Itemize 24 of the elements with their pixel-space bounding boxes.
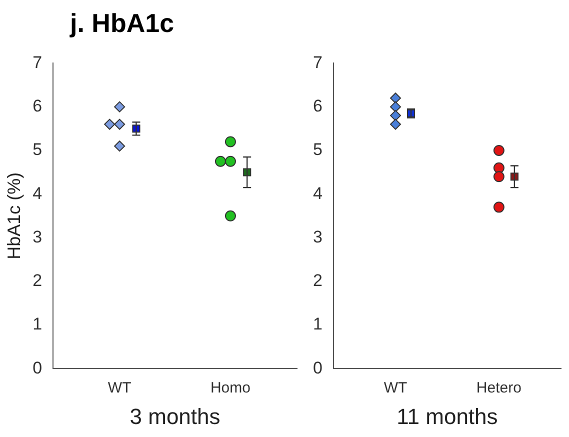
y-tick-label: 4: [32, 184, 42, 203]
x-tick-label: WT: [108, 380, 132, 397]
y-axis-title: HbA1c (%): [4, 172, 24, 260]
y-tick-label: 7: [312, 52, 322, 72]
y-tick-label: 6: [312, 96, 322, 116]
x-axis-title: 3 months: [130, 404, 220, 429]
x-axis-title: 11 months: [396, 404, 498, 429]
x-tick-label: WT: [384, 380, 408, 397]
x-tick-label: Homo: [210, 380, 250, 397]
y-tick-label: 2: [312, 271, 322, 290]
y-tick-label: 6: [32, 96, 42, 116]
y-tick-label: 5: [312, 140, 322, 160]
y-tick-label: 2: [32, 271, 42, 290]
y-tick-label: 1: [32, 314, 42, 334]
y-tick-label: 0: [312, 358, 322, 378]
y-tick-label: 0: [32, 358, 42, 378]
y-tick-label: 5: [32, 140, 42, 160]
y-tick-label: 3: [32, 227, 42, 246]
chart-title: j. HbA1c: [70, 8, 174, 39]
y-tick-label: 7: [32, 52, 42, 72]
y-tick-label: 3: [312, 227, 322, 246]
y-tick-label: 1: [312, 314, 322, 334]
x-tick-label: Hetero: [476, 380, 522, 397]
y-tick-label: 4: [312, 184, 322, 203]
